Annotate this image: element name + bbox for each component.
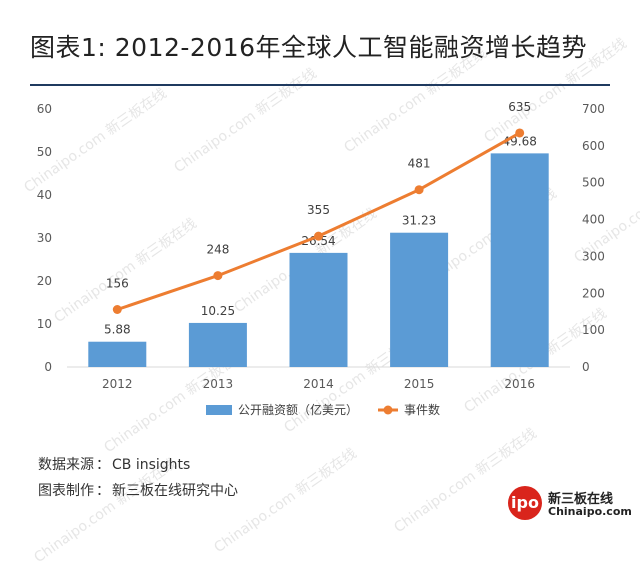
- logo-name-cn: 新三板在线: [548, 492, 614, 507]
- bar-value-label: 31.23: [402, 214, 436, 228]
- source-value: CB insights: [112, 457, 191, 473]
- source-label: 数据来源: [38, 457, 94, 473]
- line-point: [213, 271, 223, 281]
- right-axis-tick: 200: [582, 286, 605, 300]
- brand-logo: ipo 新三板在线 Chinaipo.com: [508, 486, 632, 522]
- left-axis-tick: 30: [37, 231, 52, 245]
- left-axis-tick: 60: [37, 102, 52, 116]
- line-point: [112, 305, 122, 315]
- line-value-label: 156: [106, 277, 129, 291]
- left-axis-tick: 40: [37, 188, 52, 202]
- x-axis-tick: 2013: [203, 377, 234, 391]
- right-axis-tick: 300: [582, 249, 605, 263]
- right-axis-tick: 600: [582, 139, 605, 153]
- legend-line-label: 事件数: [404, 402, 440, 417]
- bar: [390, 232, 449, 367]
- left-axis-tick: 20: [37, 274, 52, 288]
- bar-value-label: 10.25: [201, 304, 235, 318]
- producer-sep: ：: [96, 483, 110, 499]
- right-axis-tick: 400: [582, 213, 605, 227]
- left-axis-tick: 10: [37, 317, 52, 331]
- producer-value: 新三板在线研究中心: [112, 483, 238, 499]
- line-value-label: 355: [307, 203, 330, 217]
- left-axis-tick: 0: [44, 360, 52, 374]
- line-value-label: 248: [206, 243, 229, 257]
- chart-producer: 图表制作：新三板在线研究中心: [38, 480, 238, 500]
- chart-title: 图表1: 2012-2016年全球人工智能融资增长趋势: [30, 33, 588, 62]
- line-point: [515, 128, 525, 138]
- left-axis-tick: 50: [37, 145, 52, 159]
- x-axis-tick: 2016: [504, 377, 535, 391]
- title-divider: [30, 84, 610, 86]
- bar: [88, 341, 147, 367]
- line-value-label: 481: [408, 157, 431, 171]
- x-axis-tick: 2014: [303, 377, 334, 391]
- data-source: 数据来源： CB insights: [38, 454, 190, 474]
- x-axis-tick: 2015: [404, 377, 435, 391]
- producer-label: 图表制作: [38, 483, 94, 499]
- right-axis-tick: 700: [582, 102, 605, 116]
- right-axis-tick: 0: [582, 360, 590, 374]
- logo-name-en: Chinaipo.com: [548, 505, 632, 518]
- logo-mark: ipo: [508, 486, 542, 520]
- legend-line-marker: [383, 405, 393, 415]
- legend-bar-label: 公开融资额（亿美元）: [238, 402, 358, 417]
- line-point: [414, 185, 424, 195]
- bar-value-label: 5.88: [104, 323, 131, 337]
- right-axis-tick: 500: [582, 176, 605, 190]
- x-axis-tick: 2012: [102, 377, 133, 391]
- bar: [490, 153, 549, 367]
- source-sep: ：: [96, 457, 110, 473]
- bar: [289, 252, 348, 367]
- line-point: [314, 231, 323, 241]
- right-axis-tick: 100: [582, 323, 605, 337]
- bar: [188, 322, 247, 367]
- legend-bar-swatch: [206, 405, 232, 415]
- line-value-label: 635: [508, 100, 531, 114]
- bar-value-label: 26.54: [301, 234, 335, 248]
